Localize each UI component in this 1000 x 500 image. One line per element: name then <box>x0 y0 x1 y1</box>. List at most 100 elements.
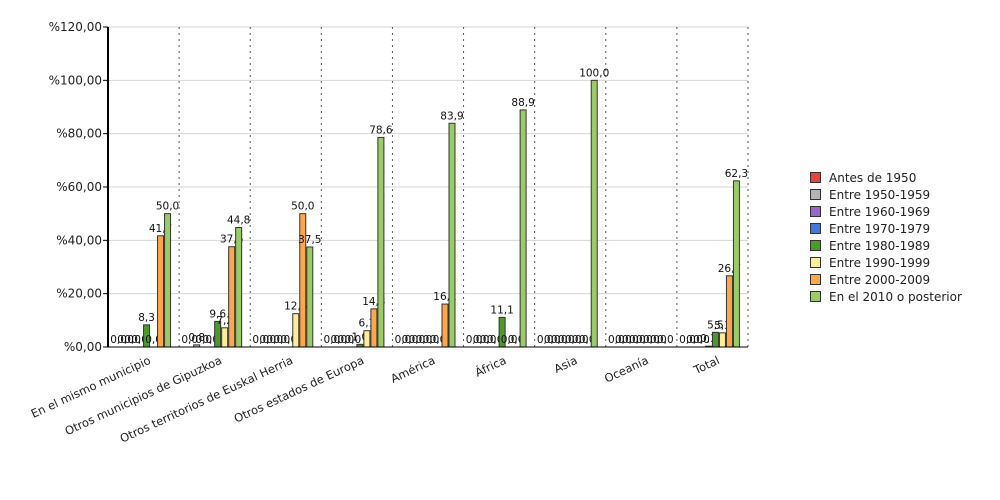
legend-item: Entre 1960-1969 <box>810 203 962 220</box>
data-label: 0,0 <box>679 334 696 346</box>
legend-swatch <box>810 223 821 234</box>
data-label: 0,0 <box>537 334 554 346</box>
bar <box>221 327 229 348</box>
y-tick-label: %80,00 <box>56 127 102 141</box>
bar <box>590 79 598 348</box>
bar <box>711 331 719 348</box>
bar <box>306 246 314 348</box>
legend-item: Entre 1950-1959 <box>810 186 962 203</box>
legend-label: Entre 1950-1959 <box>829 187 931 202</box>
bar <box>292 313 300 348</box>
data-label: 0,0 <box>473 334 490 346</box>
x-category-label: En el mismo municipio <box>29 353 153 421</box>
data-label: 0,0 <box>572 334 589 346</box>
data-label: 0,0 <box>181 334 198 346</box>
x-category-label: América <box>388 353 437 386</box>
legend-item: Entre 1990-1999 <box>810 254 962 271</box>
legend-item: Entre 1970-1979 <box>810 220 962 237</box>
x-category-label: Total <box>691 353 722 377</box>
legend-label: Entre 2000-2009 <box>829 272 931 287</box>
data-label: 0,0 <box>636 334 653 346</box>
data-label: 0,0 <box>266 334 283 346</box>
bar <box>377 136 385 348</box>
bar <box>370 308 378 348</box>
data-label: 0,0 <box>686 334 703 346</box>
data-label: 100,0 <box>579 67 609 79</box>
legend-item: Entre 1980-1989 <box>810 237 962 254</box>
legend-item: Antes de 1950 <box>810 169 962 186</box>
bar <box>441 303 449 348</box>
legend-swatch <box>810 274 821 285</box>
legend-label: Antes de 1950 <box>829 170 917 185</box>
data-label: 0,0 <box>324 334 341 346</box>
data-label: 0,0 <box>480 334 497 346</box>
bar <box>164 213 172 348</box>
bar <box>157 235 165 348</box>
data-label: 0,0 <box>117 334 134 346</box>
data-label: 0,0 <box>622 334 639 346</box>
data-label: 11,1 <box>490 304 513 316</box>
data-label: 0,0 <box>273 334 290 346</box>
x-category-label: Asia <box>552 353 580 376</box>
data-label: 0,0 <box>551 334 568 346</box>
data-label: 83,9 <box>440 110 463 122</box>
data-label: 62,3 <box>725 168 748 180</box>
data-label: 0,0 <box>110 334 127 346</box>
bar <box>732 180 740 348</box>
legend-label: Entre 1960-1969 <box>829 204 931 219</box>
legend-item: Entre 2000-2009 <box>810 271 962 288</box>
data-label: 0,0 <box>466 334 483 346</box>
y-tick-label: %40,00 <box>56 233 102 247</box>
data-label: 44,8 <box>227 215 250 227</box>
legend-label: Entre 1970-1979 <box>829 221 931 236</box>
bar <box>448 122 456 348</box>
data-label: 0,0 <box>657 334 674 346</box>
data-label: 0,0 <box>195 334 212 346</box>
bar <box>725 275 733 348</box>
legend-swatch <box>810 240 821 251</box>
data-label: 9,6 <box>209 308 226 320</box>
data-label: 0,0 <box>409 334 426 346</box>
data-label: 50,0 <box>291 201 314 213</box>
data-label: 0,0 <box>402 334 419 346</box>
data-label: 0,0 <box>252 334 269 346</box>
data-label: 5,5 <box>707 319 724 331</box>
legend-label: Entre 1980-1989 <box>829 238 931 253</box>
data-label: 0,0 <box>423 334 440 346</box>
legend-swatch <box>810 172 821 183</box>
y-tick-label: %100,00 <box>49 73 102 87</box>
data-label: 8,3 <box>138 312 155 324</box>
data-label: 37,5 <box>298 234 321 246</box>
bar <box>718 332 726 348</box>
x-category-label: Oceanía <box>602 353 651 386</box>
legend-label: En el 2010 o posterior <box>829 289 962 304</box>
legend-swatch <box>810 257 821 268</box>
y-tick-label: %120,00 <box>49 20 102 34</box>
data-label: 88,9 <box>511 97 534 109</box>
y-tick-label: %20,00 <box>56 287 102 301</box>
data-label: 0,0 <box>558 334 575 346</box>
legend-swatch <box>810 291 821 302</box>
data-label: 0,0 <box>643 334 660 346</box>
legend-label: Entre 1990-1999 <box>829 255 931 270</box>
data-label: 0,0 <box>331 334 348 346</box>
data-label: 0,8 <box>188 332 205 344</box>
x-category-label: Otros estados de Europa <box>232 353 366 426</box>
bar <box>228 246 236 348</box>
data-label: 0,0 <box>693 334 710 346</box>
bar <box>235 227 243 348</box>
y-tick-label: %0,00 <box>64 340 102 354</box>
data-label: 0,0 <box>650 334 667 346</box>
data-label: 0,0 <box>544 334 561 346</box>
bar <box>363 330 371 348</box>
data-label: 0,0 <box>608 334 625 346</box>
legend-swatch <box>810 189 821 200</box>
data-label: 0,0 <box>501 334 518 346</box>
data-label: 50,0 <box>156 201 179 213</box>
data-label: 0,0 <box>395 334 412 346</box>
data-label: 0,0 <box>338 334 355 346</box>
data-label: 0,0 <box>259 334 276 346</box>
data-label: 0,0 <box>416 334 433 346</box>
legend-swatch <box>810 206 821 217</box>
